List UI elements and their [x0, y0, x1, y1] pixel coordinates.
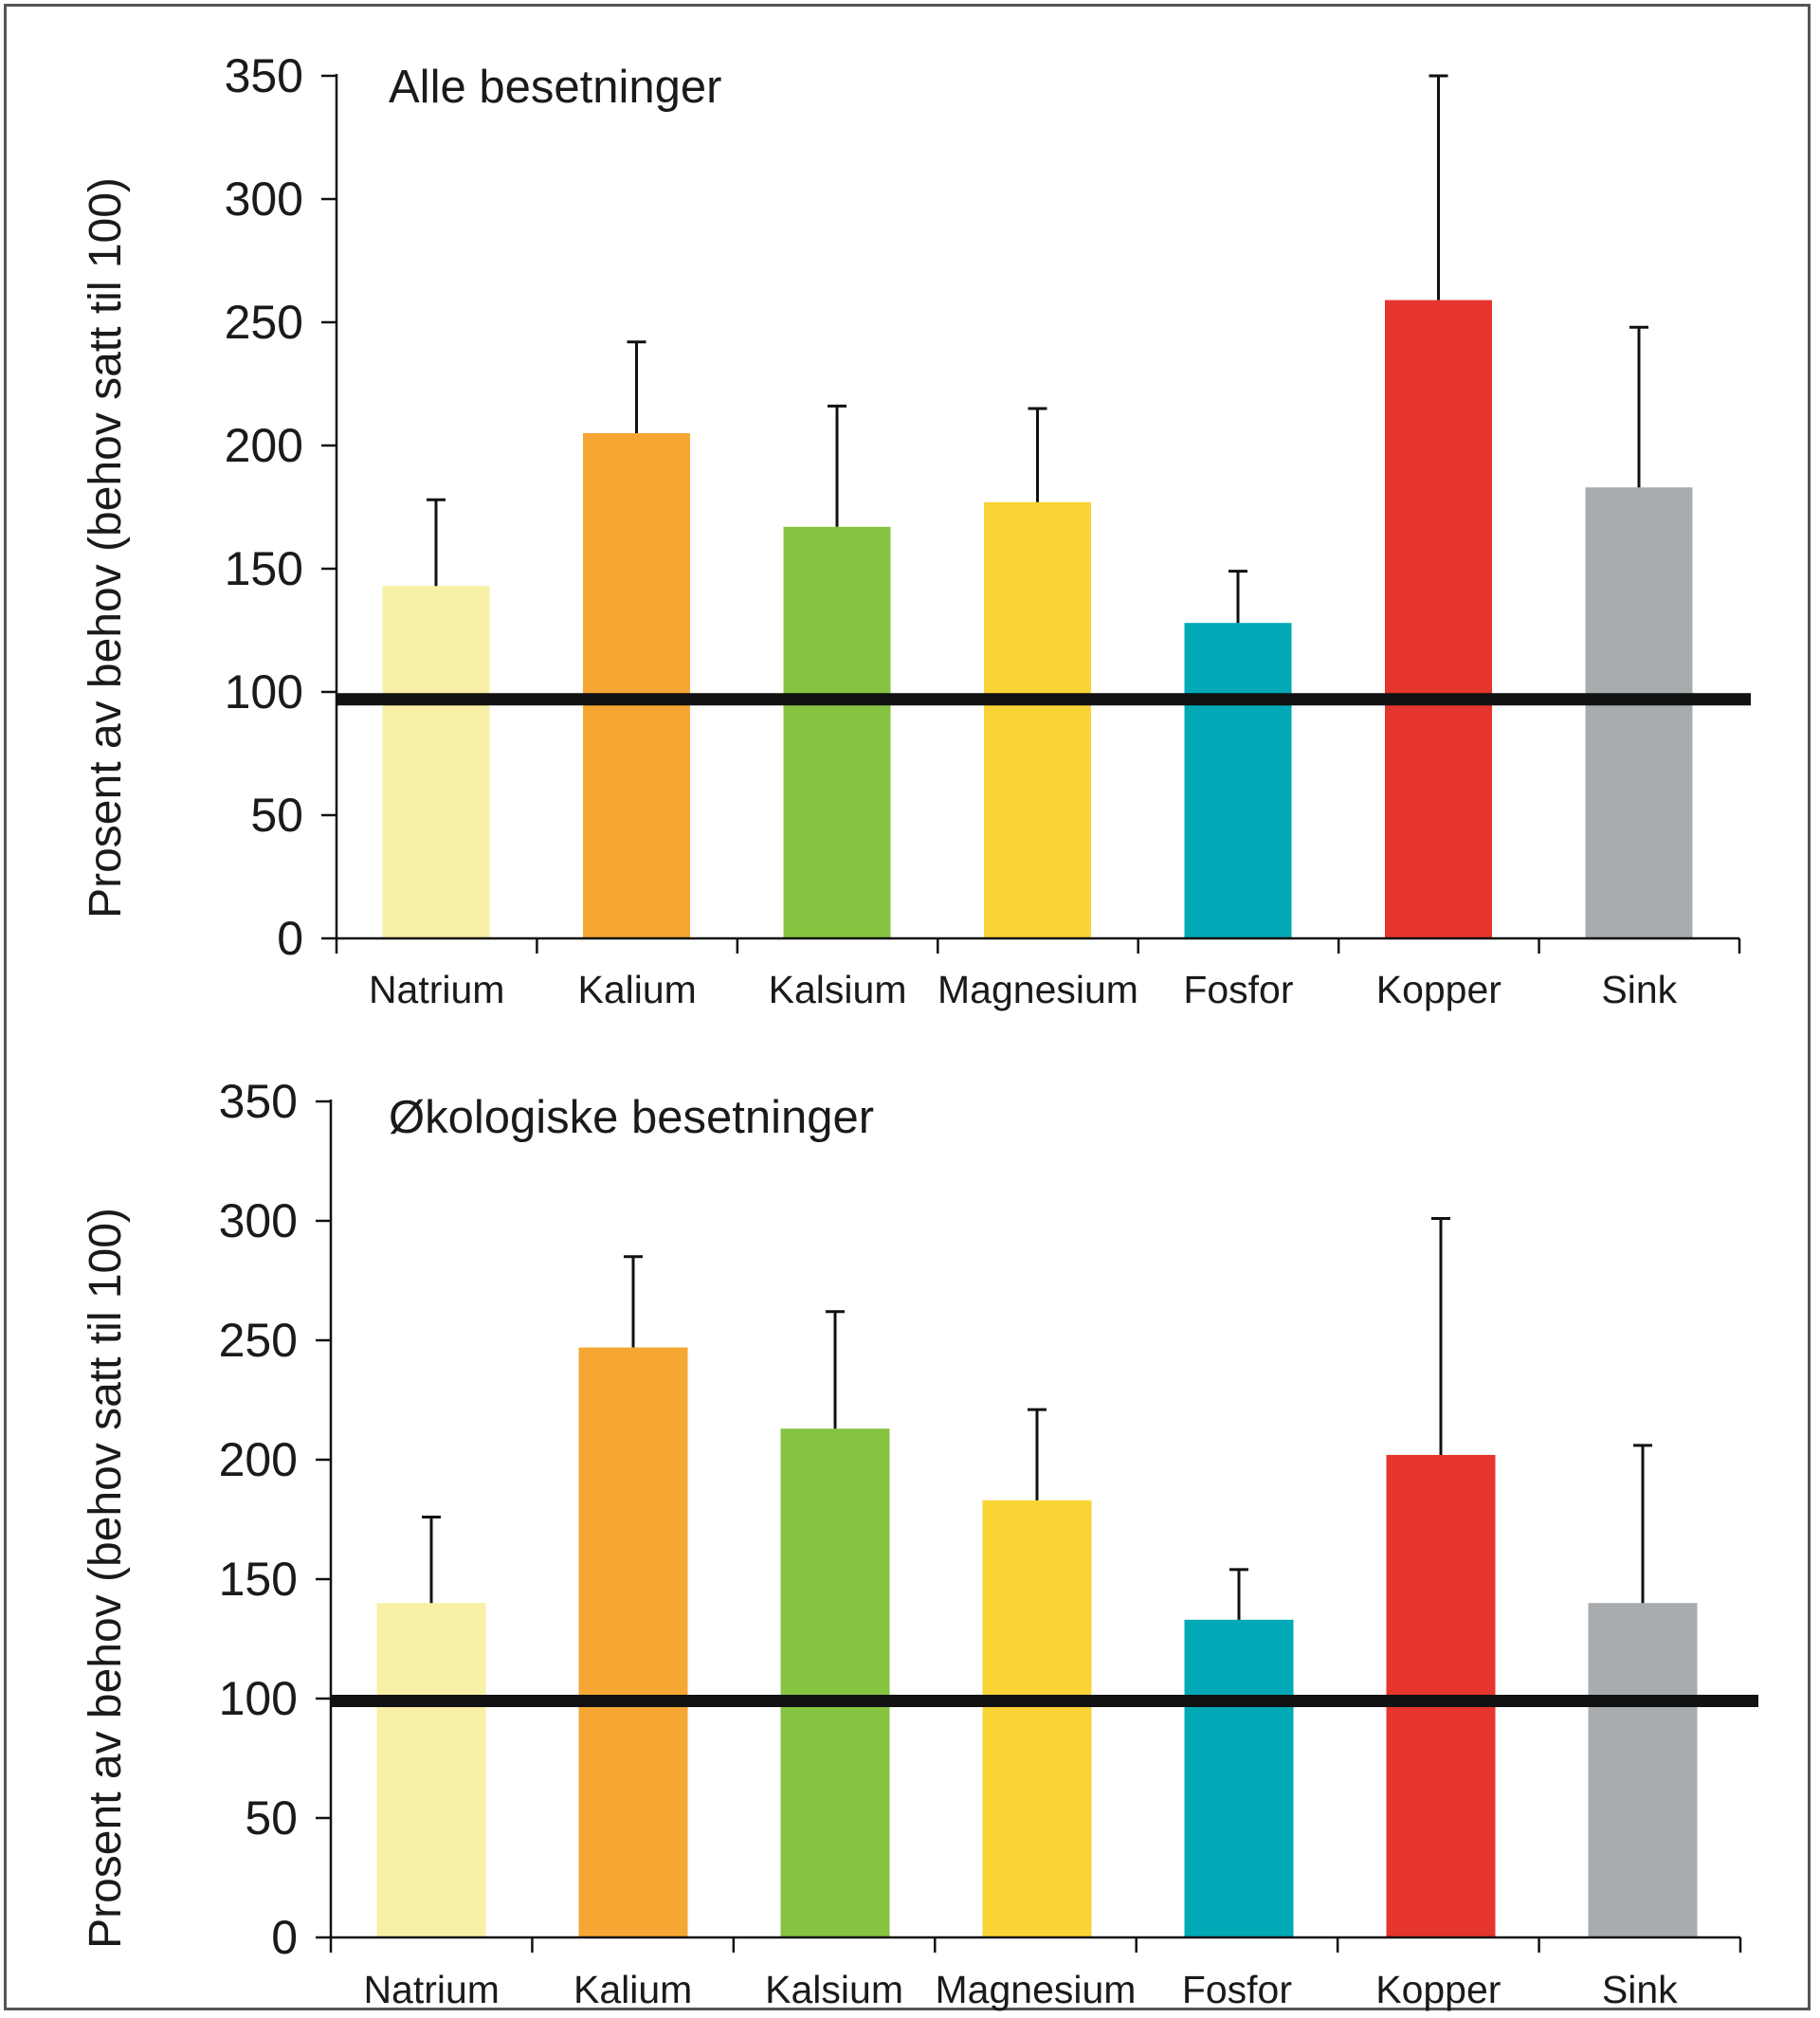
y-axis-label: Prosent av behov (behov satt til 100): [81, 1208, 131, 1949]
y-tick-label: 0: [277, 912, 303, 965]
bar-sink: [1586, 487, 1693, 938]
y-tick-label: 250: [219, 1314, 298, 1367]
chart-canvas: 0 50 100 150 200 250 300 350 Natrium Kalium Kalsiu…: [0, 0, 1820, 2018]
x-category-label: Kalium: [577, 968, 696, 1011]
y-tick-label: 300: [225, 173, 303, 226]
y-tick-label: 200: [219, 1433, 298, 1486]
y-tick-label: 50: [250, 789, 303, 842]
chart-panel-1: 0 50 100 150 200 250 300 350 Natrium Kalium Kalsiu…: [81, 49, 1751, 1011]
bar-natrium: [377, 1603, 486, 1937]
x-category-label: Sink: [1602, 1968, 1678, 2011]
y-tick-label: 100: [219, 1672, 298, 1725]
bar-fosfor: [1185, 623, 1292, 938]
bar-kalium: [579, 1348, 688, 1937]
x-category-label: Kopper: [1376, 968, 1502, 1011]
chart-panel-2: 0 50 100 150 200 250 300 350 Natrium Kalium Kalsiu…: [81, 1075, 1758, 2011]
bar-kalium: [583, 433, 690, 938]
y-tick-label: 0: [271, 1911, 298, 1964]
x-category-label: Kalsium: [769, 968, 907, 1011]
x-category-label: Natrium: [369, 968, 505, 1011]
bar-kalsium: [784, 527, 891, 938]
y-tick-label: 350: [219, 1075, 298, 1128]
x-category-label: Fosfor: [1182, 1968, 1292, 2011]
y-tick-label: 350: [225, 49, 303, 102]
x-category-label: Magnesium: [937, 968, 1138, 1011]
x-category-label: Natrium: [363, 1968, 500, 2011]
x-category-label: Kalium: [573, 1968, 692, 2011]
bar-kalsium: [781, 1428, 890, 1937]
bar-magnesium: [983, 1500, 1092, 1937]
x-category-label: Kalsium: [765, 1968, 903, 2011]
y-tick-label: 150: [219, 1553, 298, 1606]
bar-magnesium: [984, 502, 1091, 938]
x-category-label: Magnesium: [936, 1968, 1137, 2011]
x-category-label: Kopper: [1375, 1968, 1501, 2011]
chart-title: Økologiske besetninger: [389, 1092, 874, 1143]
bar-natrium: [383, 586, 490, 938]
y-tick-label: 100: [225, 665, 303, 718]
y-tick-label: 200: [225, 419, 303, 472]
y-tick-label: 150: [225, 542, 303, 595]
bar-sink: [1589, 1603, 1698, 1937]
x-category-label: Fosfor: [1183, 968, 1293, 1011]
x-category-label: Sink: [1601, 968, 1677, 1011]
y-tick-label: 300: [219, 1194, 298, 1247]
y-tick-label: 250: [225, 296, 303, 349]
bar-kopper: [1385, 300, 1492, 938]
y-tick-label: 50: [245, 1791, 298, 1845]
chart-title: Alle besetninger: [389, 62, 721, 113]
y-axis-label: Prosent av behov (behov satt til 100): [81, 177, 131, 918]
bar-fosfor: [1185, 1620, 1294, 1937]
